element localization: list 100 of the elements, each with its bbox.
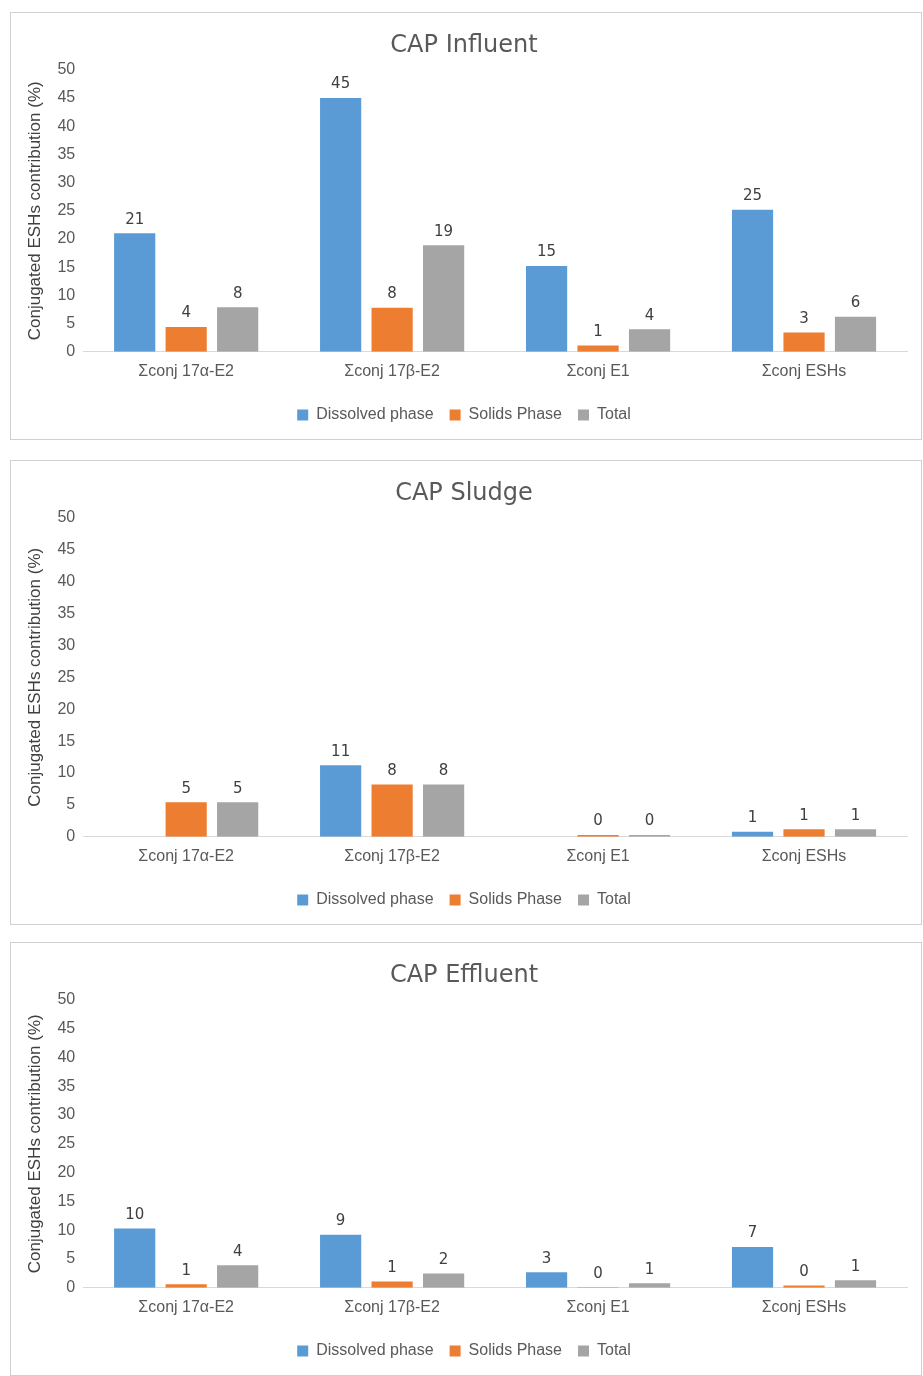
bar xyxy=(525,1272,568,1288)
y-tick-label: 40 xyxy=(57,1047,76,1065)
y-tick-label: 30 xyxy=(57,1105,76,1123)
legend-label: Dissolved phase xyxy=(316,1341,434,1359)
y-tick-label: 0 xyxy=(66,1278,76,1296)
y-tick-label: 0 xyxy=(66,827,76,845)
data-label: 0 xyxy=(593,811,603,830)
data-label: 1 xyxy=(387,1257,397,1276)
data-label: 8 xyxy=(387,760,397,779)
bar xyxy=(371,1281,413,1288)
x-tick-label: Σconj E1 xyxy=(566,1297,630,1315)
bar xyxy=(217,1265,259,1288)
y-axis-title: Conjugated ESHs contribution (%) xyxy=(24,1014,44,1274)
bar xyxy=(114,233,156,352)
y-tick-label: 25 xyxy=(57,201,76,219)
y-tick-label: 40 xyxy=(57,572,76,590)
data-label: 3 xyxy=(799,309,809,328)
data-label: 0 xyxy=(799,1261,809,1280)
y-tick-label: 15 xyxy=(57,731,76,749)
y-tick-label: 35 xyxy=(57,603,76,621)
y-axis-title: Conjugated ESHs contribution (%) xyxy=(24,81,44,341)
chart-title: CAP Sludge xyxy=(395,477,533,506)
data-label: 7 xyxy=(747,1223,758,1242)
bar xyxy=(423,1273,465,1288)
x-tick-label: Σconj 17β-E2 xyxy=(344,846,441,864)
data-label: 9 xyxy=(335,1211,346,1230)
data-label: 4 xyxy=(232,1241,243,1260)
x-tick-label: Σconj 17β-E2 xyxy=(344,1297,441,1315)
data-label: 21 xyxy=(125,209,145,228)
bar xyxy=(731,1246,774,1288)
y-tick-label: 15 xyxy=(57,257,76,275)
bar xyxy=(783,829,825,837)
y-tick-label: 40 xyxy=(57,116,76,134)
data-label: 1 xyxy=(644,1259,655,1278)
bar xyxy=(165,802,207,837)
bar xyxy=(525,266,568,352)
y-tick-label: 5 xyxy=(66,1249,76,1267)
data-label: 10 xyxy=(125,1204,145,1223)
legend-label: Solids Phase xyxy=(468,1341,563,1359)
y-tick-label: 50 xyxy=(57,60,76,78)
data-label: 1 xyxy=(799,805,809,824)
bar xyxy=(731,209,774,352)
legend-label: Total xyxy=(597,405,631,423)
legend-label: Solids Phase xyxy=(468,890,563,908)
bar xyxy=(320,765,362,837)
data-label: 1 xyxy=(593,321,603,340)
y-tick-label: 25 xyxy=(57,1134,76,1152)
bar xyxy=(320,98,362,352)
x-tick-label: Σconj E1 xyxy=(566,846,630,864)
data-label: 45 xyxy=(331,74,351,93)
legend-label: Dissolved phase xyxy=(316,405,434,423)
data-label: 11 xyxy=(331,741,351,760)
y-tick-label: 45 xyxy=(57,1019,76,1037)
x-tick-label: Σconj E1 xyxy=(566,361,630,379)
chart-title: CAP Influent xyxy=(390,29,538,58)
bar xyxy=(628,329,671,352)
y-tick-label: 45 xyxy=(57,540,76,558)
y-tick-label: 35 xyxy=(57,144,76,162)
data-label: 4 xyxy=(181,303,191,322)
bar xyxy=(834,829,877,837)
data-label: 8 xyxy=(387,284,397,303)
x-tick-label: Σconj 17α-E2 xyxy=(138,846,235,864)
y-axis-title: Conjugated ESHs contribution (%) xyxy=(24,547,44,807)
bar xyxy=(423,245,465,352)
y-tick-label: 50 xyxy=(57,508,76,526)
data-label: 4 xyxy=(644,305,655,324)
bar xyxy=(834,1280,877,1288)
y-tick-label: 20 xyxy=(57,229,76,247)
y-tick-label: 5 xyxy=(66,314,76,332)
data-label: 6 xyxy=(850,293,861,312)
bar xyxy=(371,784,413,837)
legend-label: Total xyxy=(597,890,631,908)
bar xyxy=(320,1234,362,1288)
data-label: 0 xyxy=(593,1263,603,1282)
legend-label: Total xyxy=(597,1341,631,1359)
x-tick-label: Σconj 17α-E2 xyxy=(138,1297,235,1315)
x-tick-label: Σconj 17β-E2 xyxy=(344,361,441,379)
y-tick-label: 20 xyxy=(57,699,76,717)
bar xyxy=(834,316,877,352)
x-tick-label: Σconj ESHs xyxy=(761,1297,847,1315)
data-label: 2 xyxy=(438,1249,449,1268)
data-label: 0 xyxy=(644,811,655,830)
y-tick-label: 5 xyxy=(66,795,76,813)
x-tick-label: Σconj 17α-E2 xyxy=(138,361,235,379)
bar xyxy=(217,802,259,837)
bar xyxy=(783,332,825,352)
data-label: 1 xyxy=(850,1256,861,1275)
bar xyxy=(165,326,207,352)
y-tick-label: 10 xyxy=(57,763,76,781)
y-tick-label: 10 xyxy=(57,1220,76,1238)
y-tick-label: 25 xyxy=(57,667,76,685)
data-label: 5 xyxy=(232,778,243,797)
y-tick-label: 35 xyxy=(57,1076,76,1094)
bar xyxy=(371,307,413,352)
data-label: 1 xyxy=(181,1260,191,1279)
y-tick-label: 0 xyxy=(66,342,76,360)
data-label: 25 xyxy=(742,186,763,205)
data-label: 19 xyxy=(434,221,454,240)
data-label: 1 xyxy=(850,805,861,824)
bar xyxy=(217,307,259,352)
